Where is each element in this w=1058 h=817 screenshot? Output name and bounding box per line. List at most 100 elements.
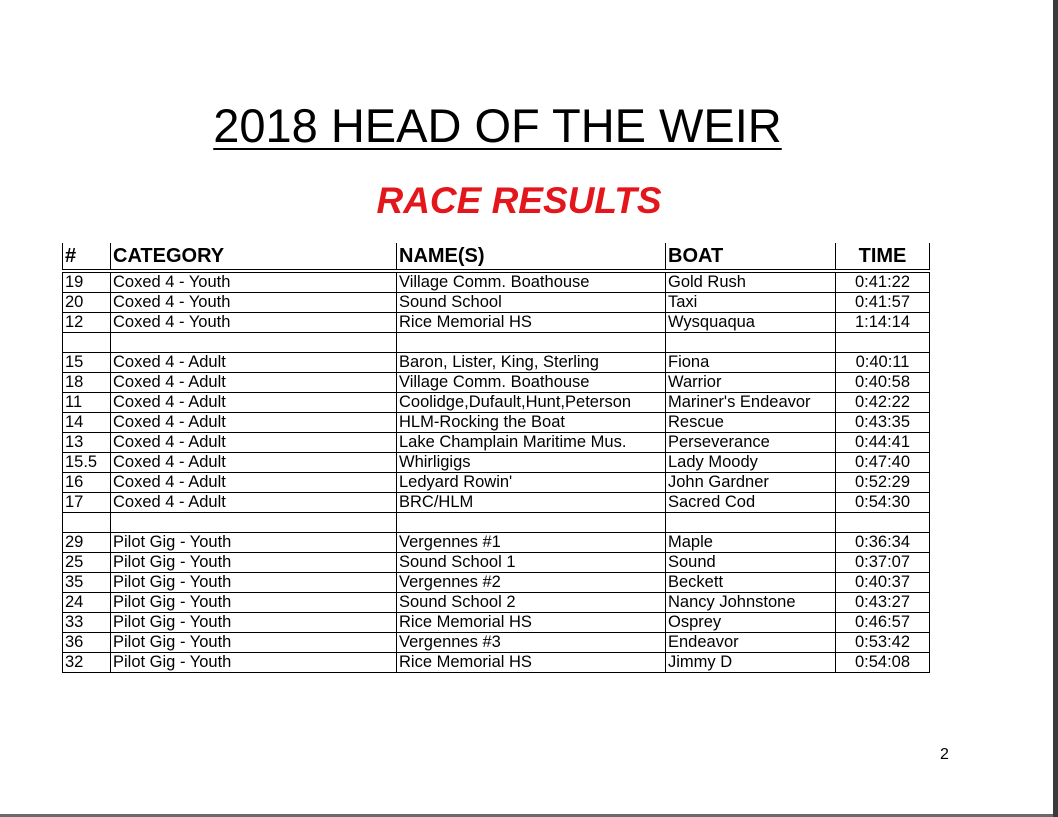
cell-time: 0:53:42 xyxy=(835,632,930,653)
table-row: 15.5 Coxed 4 - Adult Whirligigs Lady Moody 0… xyxy=(62,452,930,473)
cell-category: Pilot Gig - Youth xyxy=(110,552,397,573)
table-row: 20 Coxed 4 - Youth Sound School Taxi 0:41:57 xyxy=(62,292,930,313)
cell-names: Village Comm. Boathouse xyxy=(396,271,666,293)
cell-number: 35 xyxy=(62,572,111,593)
table-row: 15 Coxed 4 - Adult Baron, Lister, King, St… xyxy=(62,352,930,373)
cell-names: Sound School xyxy=(396,292,666,313)
cell-number: 11 xyxy=(62,392,111,413)
cell-category: Pilot Gig - Youth xyxy=(110,572,397,593)
cell-names: Rice Memorial HS xyxy=(396,652,666,673)
cell-boat: John Gardner xyxy=(665,472,836,493)
cell-number: 36 xyxy=(62,632,111,653)
cell-number: 12 xyxy=(62,312,111,333)
cell-names: BRC/HLM xyxy=(396,492,666,513)
col-header-category: CATEGORY xyxy=(110,243,397,273)
cell-boat: Beckett xyxy=(665,572,836,593)
cell-number xyxy=(62,512,111,533)
cell-boat: Sacred Cod xyxy=(665,492,836,513)
results-table: # CATEGORY NAME(S) BOAT TIME 19 Coxed 4 -… xyxy=(62,243,930,673)
table-row: 18 Coxed 4 - Adult Village Comm. Boathouse… xyxy=(62,372,930,393)
cell-category: Coxed 4 - Youth xyxy=(110,271,397,293)
cell-boat xyxy=(665,512,836,533)
cell-names: Lake Champlain Maritime Mus. xyxy=(396,432,666,453)
cell-category: Coxed 4 - Adult xyxy=(110,432,397,453)
cell-category: Pilot Gig - Youth xyxy=(110,532,397,553)
cell-time: 0:54:30 xyxy=(835,492,930,513)
cell-number: 15 xyxy=(62,352,111,373)
cell-category: Pilot Gig - Youth xyxy=(110,592,397,613)
table-row: 29 Pilot Gig - Youth Vergennes #1 Maple 0:36… xyxy=(62,532,930,553)
cell-time: 0:43:27 xyxy=(835,592,930,613)
cell-names: Vergennes #3 xyxy=(396,632,666,653)
col-header-names: NAME(S) xyxy=(396,243,666,273)
window-edge-right xyxy=(1053,0,1058,817)
table-row: 19 Coxed 4 - Youth Village Comm. Boathouse… xyxy=(62,271,930,293)
cell-names: Sound School 1 xyxy=(396,552,666,573)
cell-names: Sound School 2 xyxy=(396,592,666,613)
cell-category: Coxed 4 - Youth xyxy=(110,312,397,333)
cell-category: Coxed 4 - Adult xyxy=(110,352,397,373)
cell-time: 1:14:14 xyxy=(835,312,930,333)
cell-category: Pilot Gig - Youth xyxy=(110,652,397,673)
table-row: 35 Pilot Gig - Youth Vergennes #2 Beckett 0:… xyxy=(62,572,930,593)
cell-boat xyxy=(665,332,836,353)
cell-number: 20 xyxy=(62,292,111,313)
cell-category: Coxed 4 - Adult xyxy=(110,452,397,473)
table-row: 32 Pilot Gig - Youth Rice Memorial HS Jimmy… xyxy=(62,652,930,673)
cell-category: Coxed 4 - Adult xyxy=(110,372,397,393)
cell-category xyxy=(110,332,397,353)
cell-number: 14 xyxy=(62,412,111,433)
cell-boat: Taxi xyxy=(665,292,836,313)
cell-boat: Lady Moody xyxy=(665,452,836,473)
table-row: 12 Coxed 4 - Youth Rice Memorial HS Wysquaq… xyxy=(62,312,930,333)
cell-boat: Sound xyxy=(665,552,836,573)
cell-names: Rice Memorial HS xyxy=(396,612,666,633)
cell-boat: Perseverance xyxy=(665,432,836,453)
cell-names: Ledyard Rowin' xyxy=(396,472,666,493)
table-row: 11 Coxed 4 - Adult Coolidge,Dufault,Hunt,P… xyxy=(62,392,930,413)
cell-time: 0:43:35 xyxy=(835,412,930,433)
cell-number xyxy=(62,332,111,353)
cell-number: 16 xyxy=(62,472,111,493)
cell-category: Coxed 4 - Adult xyxy=(110,472,397,493)
cell-time xyxy=(835,512,930,533)
table-row: 17 Coxed 4 - Adult BRC/HLM Sacred Cod 0:54:3… xyxy=(62,492,930,513)
cell-names: Vergennes #1 xyxy=(396,532,666,553)
table-header-row: # CATEGORY NAME(S) BOAT TIME xyxy=(62,243,930,273)
cell-names: Baron, Lister, King, Sterling xyxy=(396,352,666,373)
cell-boat: Fiona xyxy=(665,352,836,373)
table-row xyxy=(62,332,930,353)
table-row: 16 Coxed 4 - Adult Ledyard Rowin' John Gard… xyxy=(62,472,930,493)
table-row: 13 Coxed 4 - Adult Lake Champlain Maritime… xyxy=(62,432,930,453)
cell-time: 0:54:08 xyxy=(835,652,930,673)
cell-number: 33 xyxy=(62,612,111,633)
col-header-boat: BOAT xyxy=(665,243,836,273)
window-edge-bottom xyxy=(0,814,1053,817)
cell-number: 24 xyxy=(62,592,111,613)
table-row: 25 Pilot Gig - Youth Sound School 1 Sound 0:… xyxy=(62,552,930,573)
cell-time: 0:40:37 xyxy=(835,572,930,593)
cell-time: 0:47:40 xyxy=(835,452,930,473)
cell-number: 13 xyxy=(62,432,111,453)
col-header-number: # xyxy=(62,243,111,273)
cell-number: 25 xyxy=(62,552,111,573)
table-row xyxy=(62,512,930,533)
cell-category: Pilot Gig - Youth xyxy=(110,612,397,633)
cell-category: Pilot Gig - Youth xyxy=(110,632,397,653)
cell-boat: Warrior xyxy=(665,372,836,393)
cell-names: Village Comm. Boathouse xyxy=(396,372,666,393)
cell-names: Coolidge,Dufault,Hunt,Peterson xyxy=(396,392,666,413)
cell-boat: Mariner's Endeavor xyxy=(665,392,836,413)
cell-category: Coxed 4 - Adult xyxy=(110,412,397,433)
cell-time: 0:44:41 xyxy=(835,432,930,453)
cell-time: 0:42:22 xyxy=(835,392,930,413)
cell-category xyxy=(110,512,397,533)
cell-names xyxy=(396,512,666,533)
cell-names: Whirligigs xyxy=(396,452,666,473)
cell-names: Rice Memorial HS xyxy=(396,312,666,333)
cell-boat: Jimmy D xyxy=(665,652,836,673)
cell-time: 0:46:57 xyxy=(835,612,930,633)
cell-boat: Nancy Johnstone xyxy=(665,592,836,613)
cell-category: Coxed 4 - Adult xyxy=(110,392,397,413)
document-subtitle: RACE RESULTS xyxy=(376,180,662,221)
